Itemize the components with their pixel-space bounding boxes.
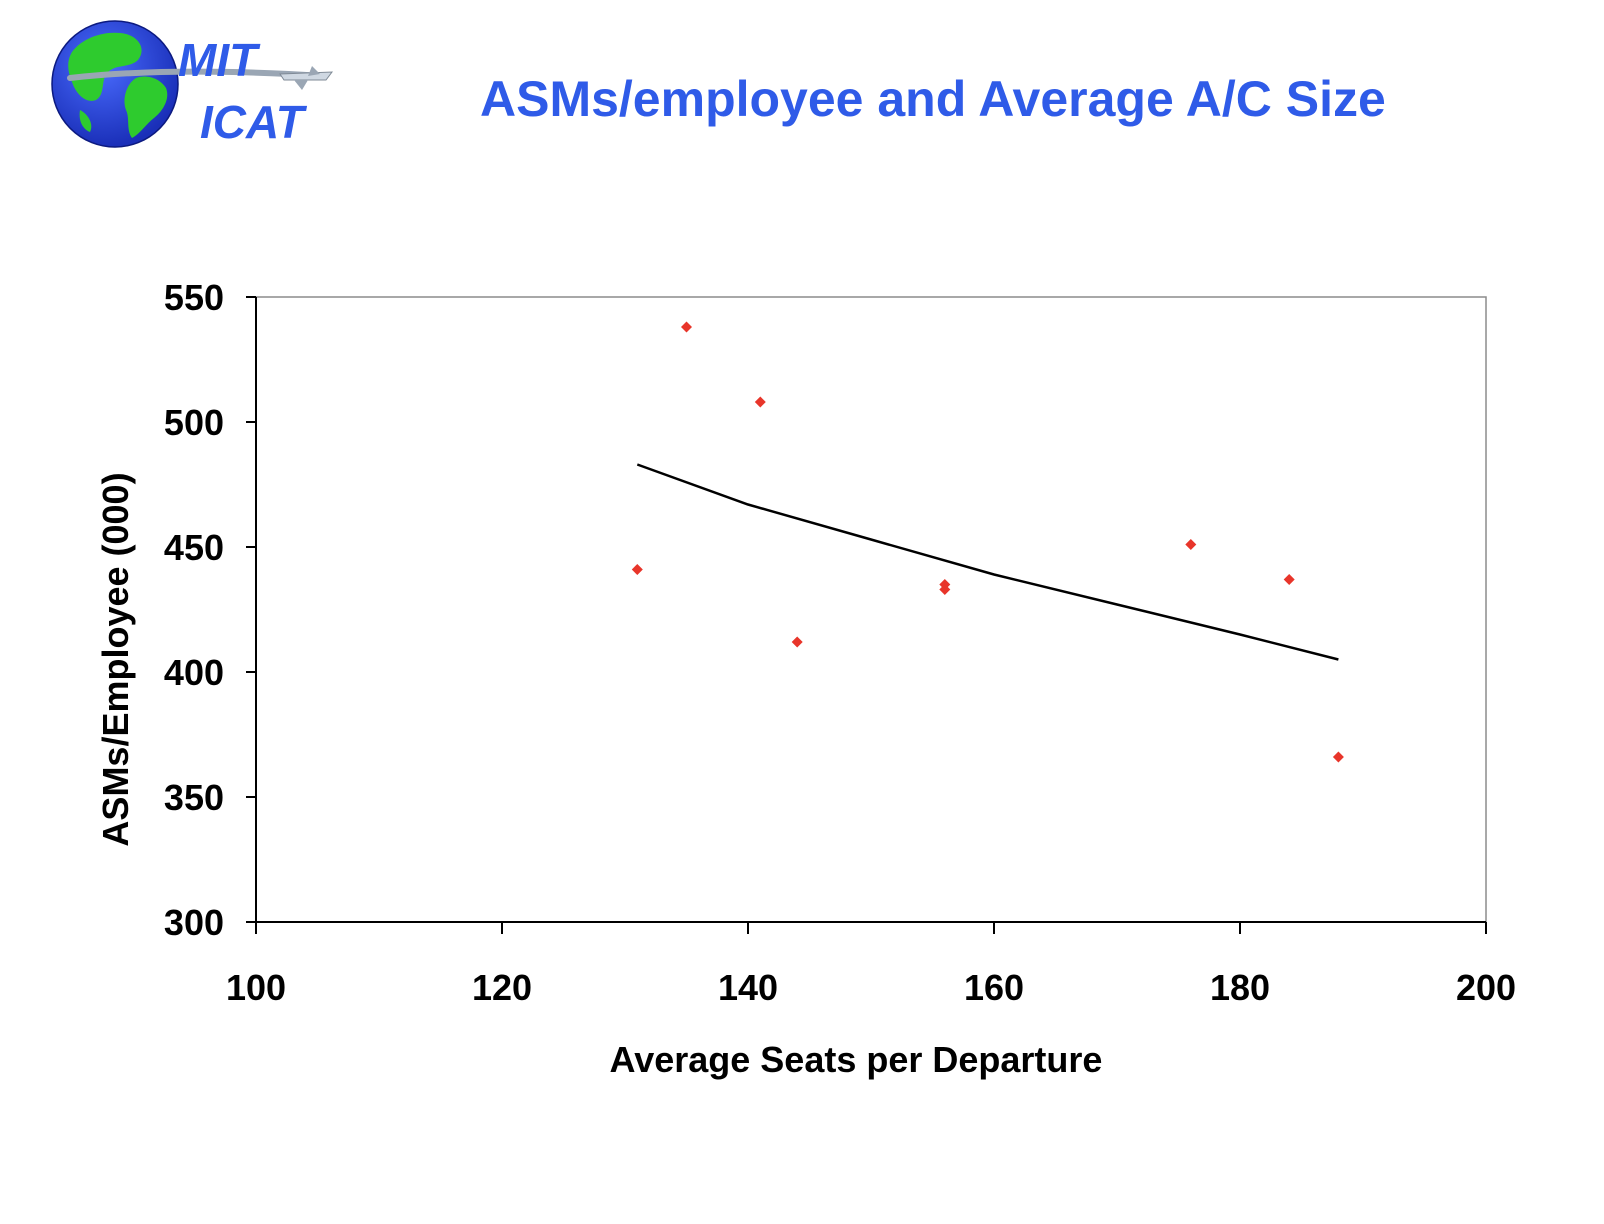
data-point: [939, 584, 951, 595]
y-axis: 300 350 400 450 500 550: [164, 277, 257, 943]
logo-text-icat: ICAT: [200, 96, 308, 148]
x-tick-label: 200: [1456, 967, 1516, 1008]
mit-icat-logo: MIT ICAT: [51, 20, 334, 148]
globe-airplane-icon: [51, 20, 334, 148]
data-point: [631, 564, 643, 575]
y-tick-label: 550: [164, 277, 224, 318]
x-tick-label: 120: [472, 967, 532, 1008]
data-point: [1332, 751, 1344, 763]
plot-area: [255, 296, 1487, 923]
x-tick-label: 140: [718, 967, 778, 1008]
x-tick-label: 160: [964, 967, 1024, 1008]
y-tick-label: 450: [164, 527, 224, 568]
x-axis-title: Average Seats per Departure: [610, 1039, 1103, 1080]
x-tick-label: 100: [226, 967, 286, 1008]
y-tick-label: 400: [164, 652, 224, 693]
points-layer: [631, 321, 1344, 763]
data-point: [1185, 539, 1197, 550]
y-tick-label: 300: [164, 902, 224, 943]
y-tick-label: 500: [164, 402, 224, 443]
x-tick-label: 180: [1210, 967, 1270, 1008]
data-point: [754, 396, 766, 408]
trendline-layer: [636, 463, 1339, 661]
x-axis: 100 120 140 160 180 200: [226, 921, 1516, 1008]
data-point: [791, 636, 803, 648]
y-tick-label: 350: [164, 777, 224, 818]
slide-title: ASMs/employee and Average A/C Size: [480, 71, 1386, 127]
trendline: [636, 463, 1339, 661]
data-point: [681, 321, 692, 333]
y-axis-title: ASMs/Employee (000): [95, 472, 136, 846]
data-point: [1283, 574, 1295, 585]
plot-frame: [255, 296, 1487, 923]
logo-text-mit: MIT: [178, 34, 261, 86]
